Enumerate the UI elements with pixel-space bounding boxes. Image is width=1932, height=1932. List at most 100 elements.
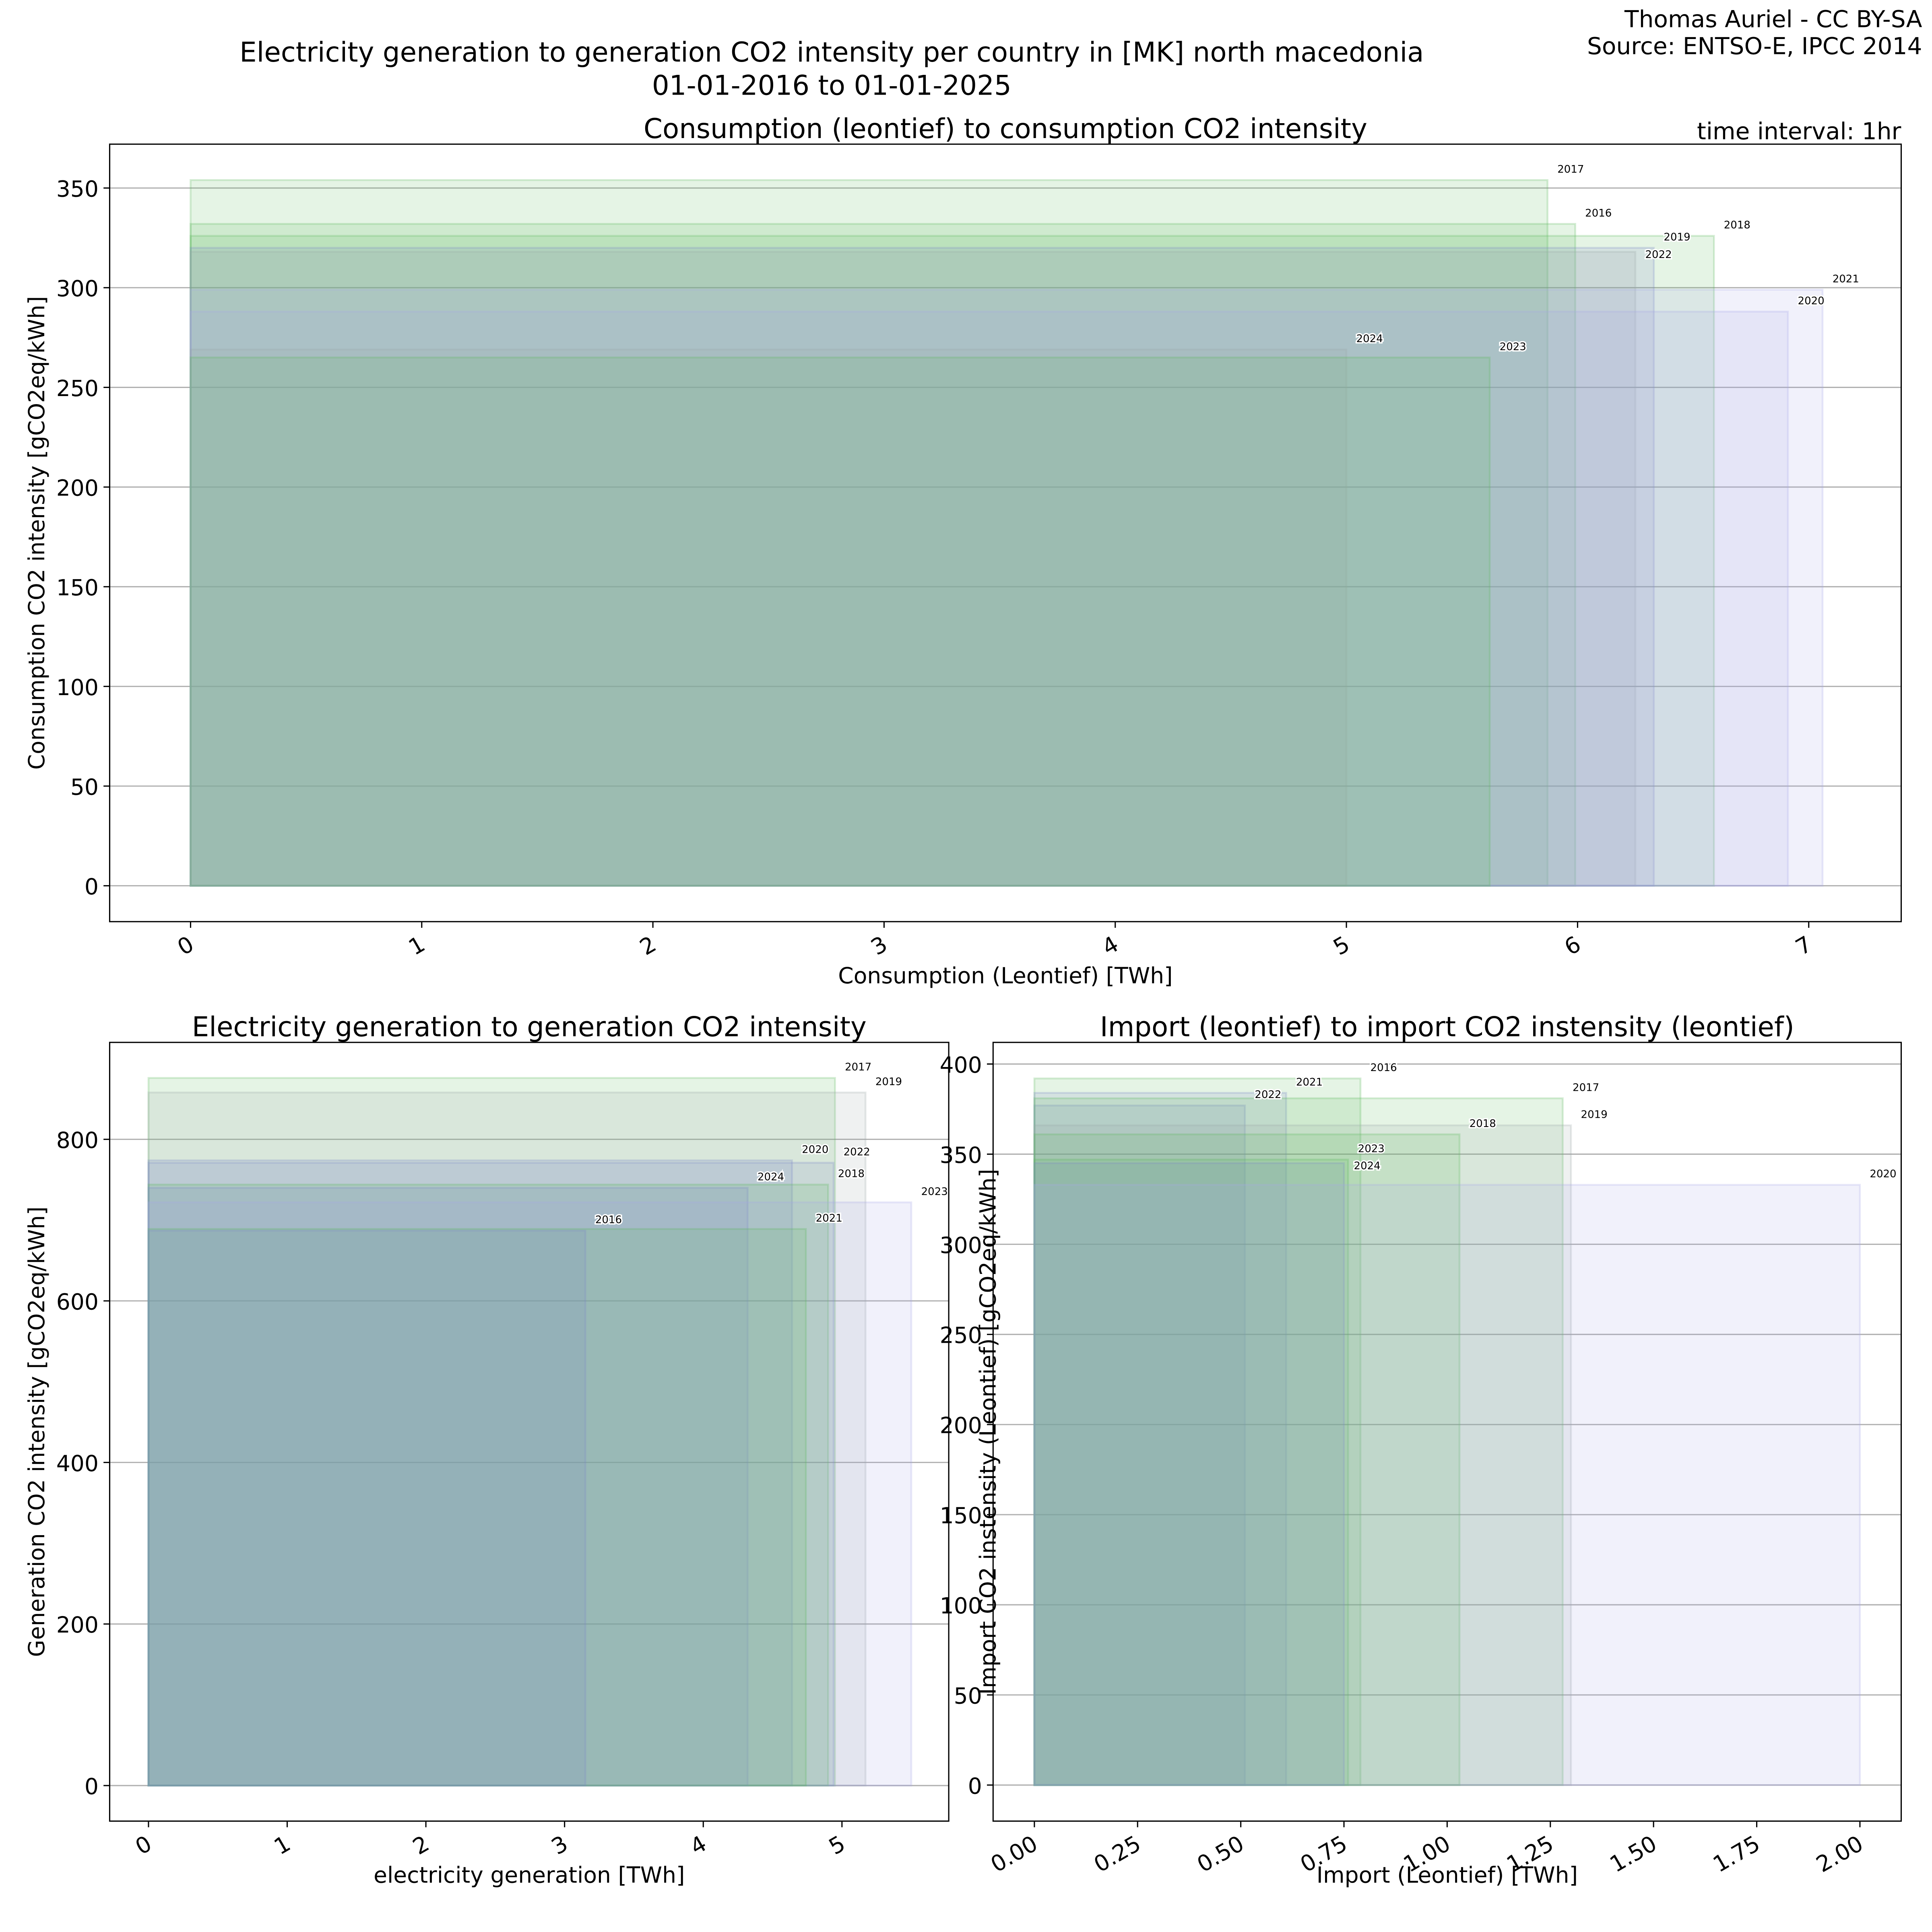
bar-label-2024: 2024 <box>1356 333 1383 345</box>
time-interval: time interval: 1hr <box>1697 118 1901 145</box>
x-tick-label: 5 <box>824 1831 849 1860</box>
y-tick-label: 250 <box>940 1323 982 1348</box>
bar-2016 <box>190 223 1576 887</box>
x-tick-label: 1.50 <box>1606 1831 1661 1878</box>
bar-label-2017: 2017 <box>1557 163 1584 175</box>
bar-2017 <box>1033 1097 1564 1786</box>
y-tick-label: 50 <box>70 774 99 800</box>
bar-label-2017: 2017 <box>1573 1082 1599 1094</box>
y-tick-label: 200 <box>940 1413 982 1439</box>
x-tick-label: 2 <box>408 1831 433 1860</box>
bar-label-2023: 2023 <box>1358 1143 1385 1155</box>
y-tick-label: 300 <box>56 276 99 301</box>
bar-label-2017: 2017 <box>845 1061 871 1073</box>
bar-2024 <box>1033 1162 1345 1786</box>
y-tick-label: 0 <box>85 874 99 900</box>
bar-2020 <box>147 1159 793 1787</box>
author-credit: Thomas Auriel - CC BY-SA <box>1624 5 1922 33</box>
y-tick-label: 50 <box>954 1683 982 1709</box>
x-axis-label: Consumption (Leontief) [TWh] <box>838 963 1172 989</box>
bar-2023 <box>190 356 1491 887</box>
bar-2023 <box>147 1201 912 1787</box>
bar-label-2021: 2021 <box>1296 1076 1323 1088</box>
x-axis-label: Import (Leontief) [TWh] <box>1317 1862 1578 1888</box>
y-tick-label: 200 <box>56 1612 99 1638</box>
x-tick-label: 1.75 <box>1709 1831 1764 1878</box>
y-tick-label: 600 <box>56 1289 99 1315</box>
bar-label-2018: 2018 <box>1470 1118 1496 1130</box>
x-tick-label: 1 <box>404 931 429 960</box>
bar-2019 <box>1033 1124 1572 1786</box>
bar-label-2021: 2021 <box>816 1212 842 1224</box>
bar-label-2020: 2020 <box>1870 1168 1896 1180</box>
bar-label-2022: 2022 <box>1255 1089 1281 1101</box>
bar-2021 <box>1033 1092 1287 1786</box>
chart-title: Import (leontief) to import CO2 instensi… <box>1100 1011 1794 1042</box>
bar-2017 <box>147 1077 836 1787</box>
suptitle-line1: Electricity generation to generation CO2… <box>239 36 1424 68</box>
x-tick-label: 2 <box>635 931 660 960</box>
y-tick-label: 400 <box>940 1052 982 1078</box>
bar-2020 <box>1033 1184 1861 1786</box>
bar-2018 <box>1033 1133 1461 1786</box>
y-tick-label: 250 <box>56 376 99 401</box>
bar-label-2022: 2022 <box>1645 249 1672 261</box>
x-tick-label: 1 <box>270 1831 295 1860</box>
bar-label-2016: 2016 <box>1585 207 1612 219</box>
chart-title: Consumption (leontief) to consumption CO… <box>644 113 1367 144</box>
bar-2016 <box>1033 1077 1362 1786</box>
y-tick-label: 150 <box>940 1503 982 1529</box>
x-tick-label: 0 <box>173 931 198 960</box>
bar-2024 <box>190 349 1348 887</box>
bar-2020 <box>190 310 1789 887</box>
bar-label-2021: 2021 <box>1833 273 1859 285</box>
x-tick-label: 0.50 <box>1193 1831 1248 1878</box>
y-tick-label: 400 <box>56 1451 99 1476</box>
axes-frame <box>109 143 1902 923</box>
bar-2022 <box>190 251 1637 887</box>
bar-2022 <box>1033 1104 1246 1786</box>
y-tick-label: 350 <box>56 176 99 202</box>
bar-label-2024: 2024 <box>758 1171 784 1183</box>
suptitle-line2: 01-01-2016 to 01-01-2025 <box>652 70 1011 101</box>
x-tick-label: 4 <box>1098 931 1123 960</box>
bar-2017 <box>190 179 1549 887</box>
bar-2021 <box>190 289 1824 887</box>
x-tick-label: 6 <box>1560 931 1585 960</box>
x-tick-label: 0 <box>131 1831 156 1860</box>
bar-label-2018: 2018 <box>838 1168 865 1180</box>
bar-label-2023: 2023 <box>921 1186 948 1198</box>
y-axis-label: Generation CO2 intensity [gCO2eq/kWh] <box>24 1207 50 1657</box>
y-axis-label: Consumption CO2 intensity [gCO2eq/kWh] <box>24 296 50 770</box>
bar-2019 <box>190 247 1655 887</box>
bar-label-2024: 2024 <box>1354 1160 1381 1172</box>
bar-label-2019: 2019 <box>1581 1108 1608 1121</box>
chart-2: 2017 2019 2020 2022 2018 2024 2023 2021 2016 0 200… <box>24 1011 949 1888</box>
y-tick-label: 800 <box>56 1127 99 1153</box>
y-tick-label: 350 <box>940 1142 982 1168</box>
bar-label-2023: 2023 <box>1500 341 1526 353</box>
chart-1: 2017201620182019202220212020202420230501… <box>24 113 1902 989</box>
bar-label-2016: 2016 <box>595 1214 622 1226</box>
bar-label-2019: 2019 <box>1664 231 1690 243</box>
x-tick-label: 0.25 <box>1090 1831 1145 1878</box>
bar-2019 <box>147 1091 867 1787</box>
x-tick-label: 3 <box>867 931 892 960</box>
bar-label-2016: 2016 <box>1371 1062 1397 1074</box>
x-tick-label: 2.00 <box>1812 1831 1867 1878</box>
x-tick-label: 4 <box>686 1831 711 1860</box>
x-tick-label: 0.00 <box>986 1831 1042 1878</box>
y-tick-label: 200 <box>56 475 99 501</box>
y-axis-label: Import CO2 instensity (Leontief) [gCO2eq… <box>975 1169 1001 1695</box>
bar-2016 <box>147 1230 586 1787</box>
x-axis-label: electricity generation [TWh] <box>374 1862 685 1888</box>
x-tick-label: 5 <box>1329 931 1354 960</box>
bar-2021 <box>147 1228 807 1787</box>
source-credit: Source: ENTSO-E, IPCC 2014 <box>1587 33 1922 60</box>
bar-label-2020: 2020 <box>802 1144 828 1156</box>
chart-title: Electricity generation to generation CO2… <box>192 1011 867 1042</box>
axes-frame <box>109 1042 949 1822</box>
y-tick-label: 0 <box>85 1774 99 1800</box>
bar-2018 <box>190 235 1715 887</box>
